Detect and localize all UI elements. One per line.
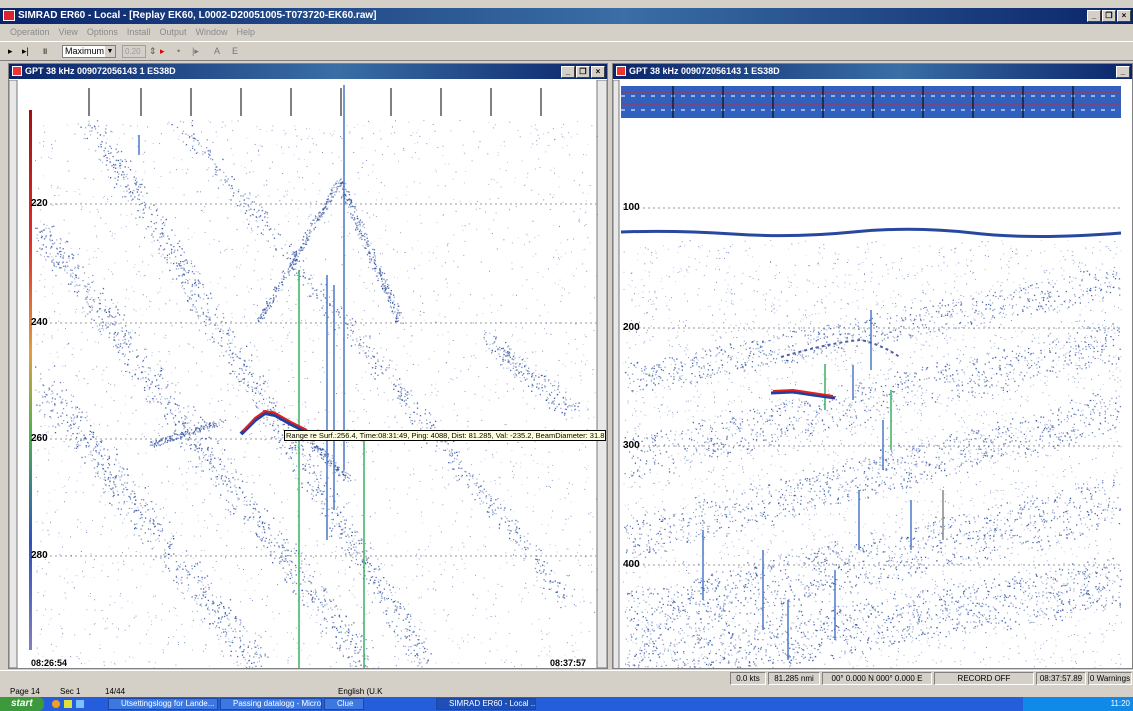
section-indicator: Sec 1 <box>60 687 81 696</box>
left-echogram-window[interactable]: GPT 38 kHz 009072056143 1 ES38D _ ❐ × <box>8 63 608 669</box>
left-depth-label: 240 <box>31 317 48 328</box>
left-depth-label: 220 <box>31 198 48 209</box>
toolbar: ▸ ▸| ॥ Maximum ▼ 0.20 ⇕ ▸ • |▸ A E <box>0 41 1133 61</box>
menu-operation[interactable]: Operation <box>10 27 50 37</box>
right-minimize-button[interactable]: _ <box>1116 66 1130 78</box>
right-depth-label: 100 <box>623 202 640 213</box>
app-title: SIMRAD ER60 - Local - [Replay EK60, L000… <box>18 10 377 21</box>
menu-install[interactable]: Install <box>126 27 151 37</box>
right-depth-label: 300 <box>623 440 640 451</box>
system-tray: 11:20 <box>1023 697 1133 711</box>
record-status: RECORD OFF <box>934 672 1034 685</box>
time-end-label: 08:37:57 <box>550 658 587 668</box>
right-echogram-title: GPT 38 kHz 009072056143 1 ES38D <box>629 66 780 76</box>
left-echogram-canvas[interactable] <box>9 80 607 668</box>
clock: 11:20 <box>1110 699 1130 708</box>
right-window-controls: _ <box>1116 66 1130 78</box>
menu-bar: Operation View Options Install Output Wi… <box>0 25 1133 39</box>
right-depth-label: 400 <box>623 559 640 570</box>
word-status-bar: Page 14 Sec 1 14/44 English (U.K <box>0 686 1133 697</box>
left-minimize-button[interactable]: _ <box>561 66 575 78</box>
right-echogram-window[interactable]: GPT 38 kHz 009072056143 1 ES38D _ <box>612 63 1133 669</box>
menu-output[interactable]: Output <box>159 27 187 37</box>
taskbar-item-active[interactable]: SIMRAD ER60 - Local ... <box>436 698 536 710</box>
right-echogram-canvas[interactable] <box>613 80 1133 669</box>
value-field[interactable]: 0.20 <box>122 45 146 58</box>
left-close-button[interactable]: × <box>591 66 605 78</box>
left-restore-button[interactable]: ❐ <box>576 66 590 78</box>
window-controls: _ ❐ × <box>1087 10 1131 22</box>
left-window-controls: _ ❐ × <box>561 66 605 78</box>
menu-help[interactable]: Help <box>236 27 255 37</box>
echo-scatter <box>623 240 1122 668</box>
menu-options[interactable]: Options <box>86 27 118 37</box>
echogram-icon <box>12 66 22 76</box>
taskbar: start Utsettingslogg for Lande... Passin… <box>0 697 1133 711</box>
taskbar-item[interactable]: Clue <box>324 698 364 710</box>
left-echogram-title-bar: GPT 38 kHz 009072056143 1 ES38D _ ❐ × <box>9 64 607 79</box>
warnings-badge[interactable]: 0 Warnings <box>1088 672 1132 685</box>
time-readout: 08:37:57.89 <box>1036 672 1086 685</box>
page-count: 14/44 <box>105 687 126 696</box>
taskbar-item[interactable]: Utsettingslogg for Lande... <box>108 698 218 710</box>
step-icon[interactable]: ▸| <box>22 46 29 56</box>
left-depth-label: 260 <box>31 433 48 444</box>
play-icon[interactable]: ▸ <box>8 46 13 56</box>
taskbar-item[interactable]: Passing datalogg - Micro... <box>220 698 322 710</box>
folder-icon[interactable] <box>76 700 84 708</box>
tool-e[interactable]: E <box>232 46 239 56</box>
left-depth-label: 280 <box>31 550 48 561</box>
position-readout: 00° 0.000 N 000° 0.000 E <box>822 672 932 685</box>
menu-view[interactable]: View <box>58 27 78 37</box>
right-echogram-title-bar: GPT 38 kHz 009072056143 1 ES38D _ <box>613 64 1132 79</box>
time-start-label: 08:26:54 <box>31 658 68 668</box>
menu-window[interactable]: Window <box>195 27 228 37</box>
minimize-button[interactable]: _ <box>1087 10 1101 22</box>
range-select[interactable]: Maximum ▼ <box>62 45 116 58</box>
browser-icon[interactable] <box>52 700 60 708</box>
cursor-readout-tooltip: Range re Surf.:256.4, Time:08:31:49, Pin… <box>284 430 607 441</box>
start-label: start <box>11 698 33 709</box>
chevron-down-icon: ▼ <box>105 46 115 57</box>
right-depth-label: 200 <box>623 322 640 333</box>
left-echogram-title: GPT 38 kHz 009072056143 1 ES38D <box>25 66 176 76</box>
simrad-app-icon <box>3 10 15 21</box>
record-play-icon[interactable]: ▸ <box>160 46 165 56</box>
start-button[interactable]: start <box>0 697 44 711</box>
pause-icon[interactable]: ॥ <box>42 46 48 56</box>
speed-readout: 0.0 kts <box>730 672 766 685</box>
distance-readout: 81.285 nmi <box>768 672 820 685</box>
app-title-bar: SIMRAD ER60 - Local - [Replay EK60, L000… <box>0 8 1133 24</box>
next-icon[interactable]: |▸ <box>192 46 199 56</box>
echo-scatter <box>35 120 598 668</box>
page-indicator: Page 14 <box>10 687 40 696</box>
language-indicator: English (U.K <box>338 687 383 696</box>
echogram-icon <box>616 66 626 76</box>
close-button[interactable]: × <box>1117 10 1131 22</box>
tool-a[interactable]: A <box>214 46 221 56</box>
restore-button[interactable]: ❐ <box>1102 10 1116 22</box>
spin-icon[interactable]: ⇕ <box>149 46 157 56</box>
dot-icon[interactable]: • <box>177 46 181 56</box>
desktop-icon[interactable] <box>64 700 72 708</box>
status-bar: 0.0 kts 81.285 nmi 00° 0.000 N 000° 0.00… <box>0 670 1133 686</box>
